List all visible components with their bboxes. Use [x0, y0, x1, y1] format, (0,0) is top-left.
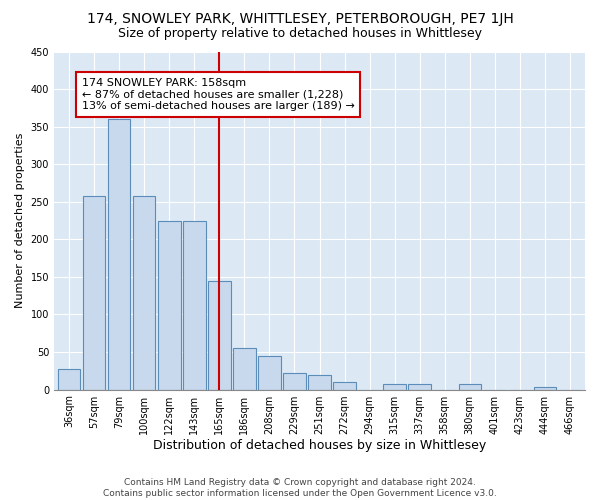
Bar — [58, 368, 80, 390]
Bar — [383, 384, 406, 390]
Bar — [533, 388, 556, 390]
Bar — [458, 384, 481, 390]
Bar — [158, 220, 181, 390]
Bar — [183, 220, 206, 390]
Bar — [133, 196, 155, 390]
Text: Size of property relative to detached houses in Whittlesey: Size of property relative to detached ho… — [118, 28, 482, 40]
Bar — [83, 196, 106, 390]
Y-axis label: Number of detached properties: Number of detached properties — [15, 133, 25, 308]
Bar — [208, 280, 230, 390]
Text: 174, SNOWLEY PARK, WHITTLESEY, PETERBOROUGH, PE7 1JH: 174, SNOWLEY PARK, WHITTLESEY, PETERBORO… — [86, 12, 514, 26]
Bar — [283, 373, 306, 390]
Bar — [333, 382, 356, 390]
Bar — [409, 384, 431, 390]
Text: Contains HM Land Registry data © Crown copyright and database right 2024.
Contai: Contains HM Land Registry data © Crown c… — [103, 478, 497, 498]
Bar — [108, 119, 130, 390]
X-axis label: Distribution of detached houses by size in Whittlesey: Distribution of detached houses by size … — [153, 440, 486, 452]
Bar — [308, 374, 331, 390]
Bar — [233, 348, 256, 390]
Text: 174 SNOWLEY PARK: 158sqm
← 87% of detached houses are smaller (1,228)
13% of sem: 174 SNOWLEY PARK: 158sqm ← 87% of detach… — [82, 78, 355, 111]
Bar — [258, 356, 281, 390]
